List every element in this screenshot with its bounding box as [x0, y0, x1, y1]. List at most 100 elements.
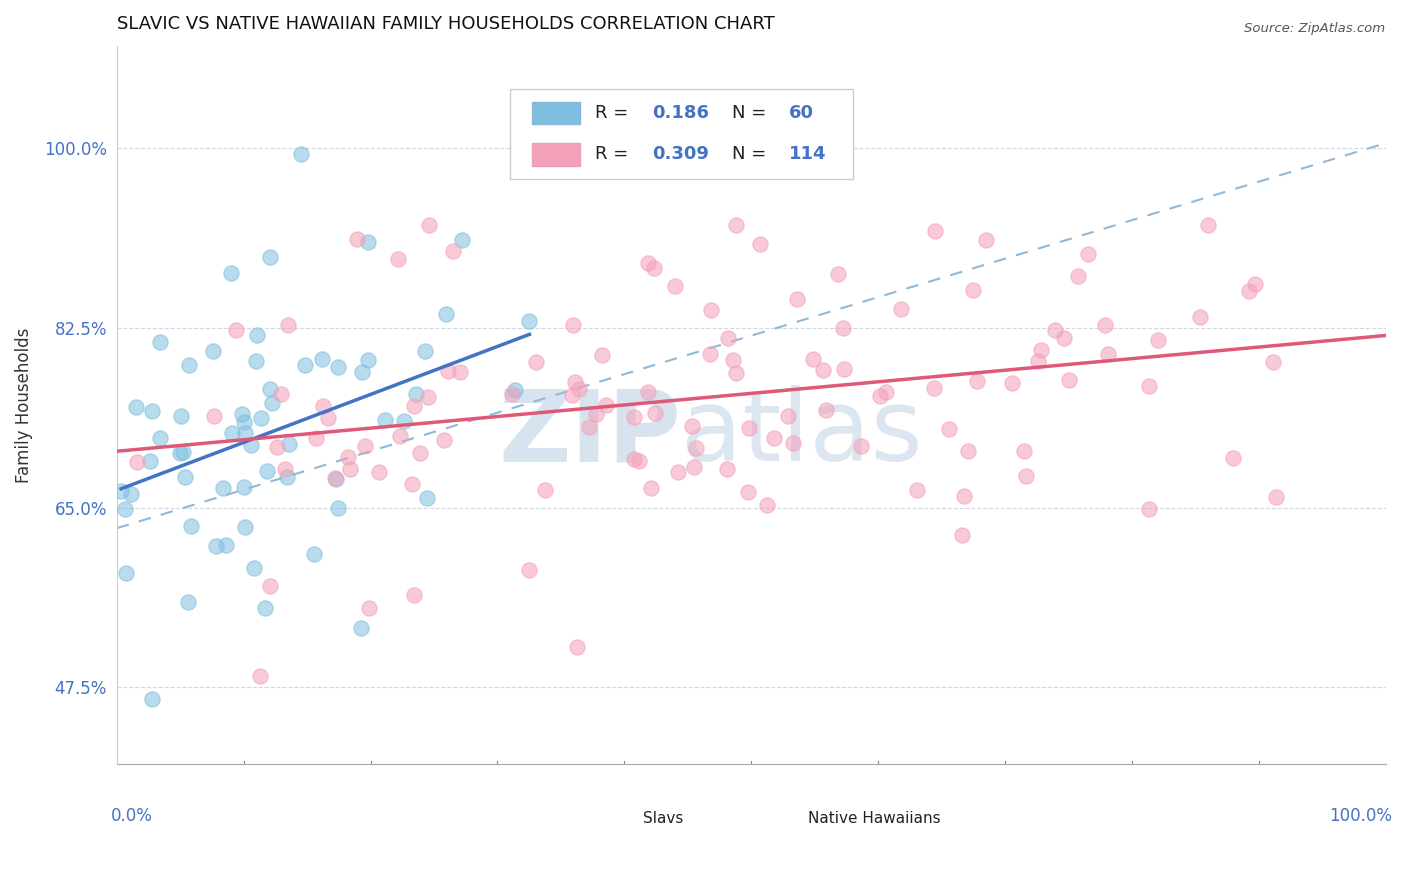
- Point: [389, 429, 412, 443]
- Point: [725, 366, 748, 380]
- Text: R =: R =: [595, 104, 634, 122]
- Point: [110, 483, 132, 498]
- Point: [416, 391, 439, 405]
- Point: [141, 404, 163, 418]
- Point: [202, 409, 225, 424]
- Point: [311, 352, 333, 367]
- Point: [519, 563, 541, 577]
- Point: [1147, 334, 1170, 348]
- Text: N =: N =: [733, 145, 772, 163]
- Point: [249, 669, 271, 683]
- Point: [337, 450, 360, 464]
- FancyBboxPatch shape: [531, 102, 579, 124]
- Point: [359, 600, 381, 615]
- Point: [125, 401, 148, 415]
- Point: [778, 409, 800, 423]
- Point: [415, 344, 437, 359]
- Point: [578, 420, 600, 434]
- Point: [392, 414, 415, 428]
- Text: SLAVIC VS NATIVE HAWAIIAN FAMILY HOUSEHOLDS CORRELATION CHART: SLAVIC VS NATIVE HAWAIIAN FAMILY HOUSEHO…: [117, 15, 775, 33]
- Point: [1264, 490, 1286, 504]
- Point: [1097, 347, 1119, 361]
- Point: [449, 365, 471, 379]
- Point: [1012, 443, 1035, 458]
- Point: [827, 267, 849, 281]
- Point: [637, 384, 659, 399]
- Point: [233, 520, 256, 534]
- Text: ZIP: ZIP: [499, 385, 682, 483]
- Point: [114, 501, 136, 516]
- Point: [503, 383, 526, 397]
- Point: [974, 233, 997, 247]
- Point: [266, 440, 288, 454]
- Point: [323, 471, 346, 485]
- Point: [922, 381, 945, 395]
- Point: [243, 560, 266, 574]
- Point: [277, 318, 299, 332]
- Text: R =: R =: [595, 145, 634, 163]
- Point: [637, 256, 659, 270]
- Point: [869, 389, 891, 403]
- Point: [811, 363, 834, 377]
- Point: [177, 358, 200, 372]
- Point: [595, 398, 617, 412]
- Point: [957, 443, 980, 458]
- Point: [232, 415, 254, 429]
- Point: [1237, 285, 1260, 299]
- Point: [501, 386, 523, 401]
- Point: [1001, 376, 1024, 390]
- Point: [644, 406, 666, 420]
- Point: [169, 446, 191, 460]
- Point: [1043, 323, 1066, 337]
- Point: [350, 365, 373, 379]
- Point: [737, 485, 759, 500]
- Point: [952, 489, 974, 503]
- Point: [905, 483, 928, 497]
- Point: [640, 481, 662, 495]
- Point: [245, 353, 267, 368]
- Point: [533, 483, 555, 497]
- Point: [1261, 355, 1284, 369]
- Point: [357, 353, 380, 368]
- FancyBboxPatch shape: [763, 809, 796, 827]
- Point: [305, 431, 328, 445]
- Point: [245, 328, 267, 343]
- Point: [416, 491, 439, 505]
- Point: [567, 640, 589, 654]
- Point: [628, 454, 651, 468]
- Point: [623, 452, 645, 467]
- Point: [202, 343, 225, 358]
- Point: [339, 461, 361, 475]
- Text: 60: 60: [789, 104, 814, 122]
- Point: [1029, 343, 1052, 358]
- Point: [832, 321, 855, 335]
- Point: [256, 464, 278, 478]
- FancyBboxPatch shape: [531, 143, 579, 166]
- Text: 0.0%: 0.0%: [111, 807, 152, 825]
- Point: [354, 439, 377, 453]
- Point: [564, 375, 586, 389]
- Point: [141, 691, 163, 706]
- Point: [346, 232, 368, 246]
- Point: [441, 244, 464, 258]
- Point: [114, 566, 136, 580]
- Point: [259, 250, 281, 264]
- Point: [205, 540, 228, 554]
- Text: 100.0%: 100.0%: [1329, 807, 1392, 825]
- Point: [786, 292, 808, 306]
- Point: [716, 462, 738, 476]
- Point: [302, 548, 325, 562]
- Point: [738, 421, 761, 435]
- Point: [585, 407, 607, 421]
- Point: [519, 314, 541, 328]
- Point: [418, 219, 440, 233]
- Point: [699, 303, 721, 318]
- Point: [350, 621, 373, 635]
- Text: Source: ZipAtlas.com: Source: ZipAtlas.com: [1244, 22, 1385, 36]
- Point: [357, 235, 380, 249]
- Point: [326, 360, 349, 375]
- Point: [1197, 219, 1219, 233]
- Text: Slavs: Slavs: [644, 811, 683, 826]
- Point: [664, 278, 686, 293]
- Point: [233, 480, 256, 494]
